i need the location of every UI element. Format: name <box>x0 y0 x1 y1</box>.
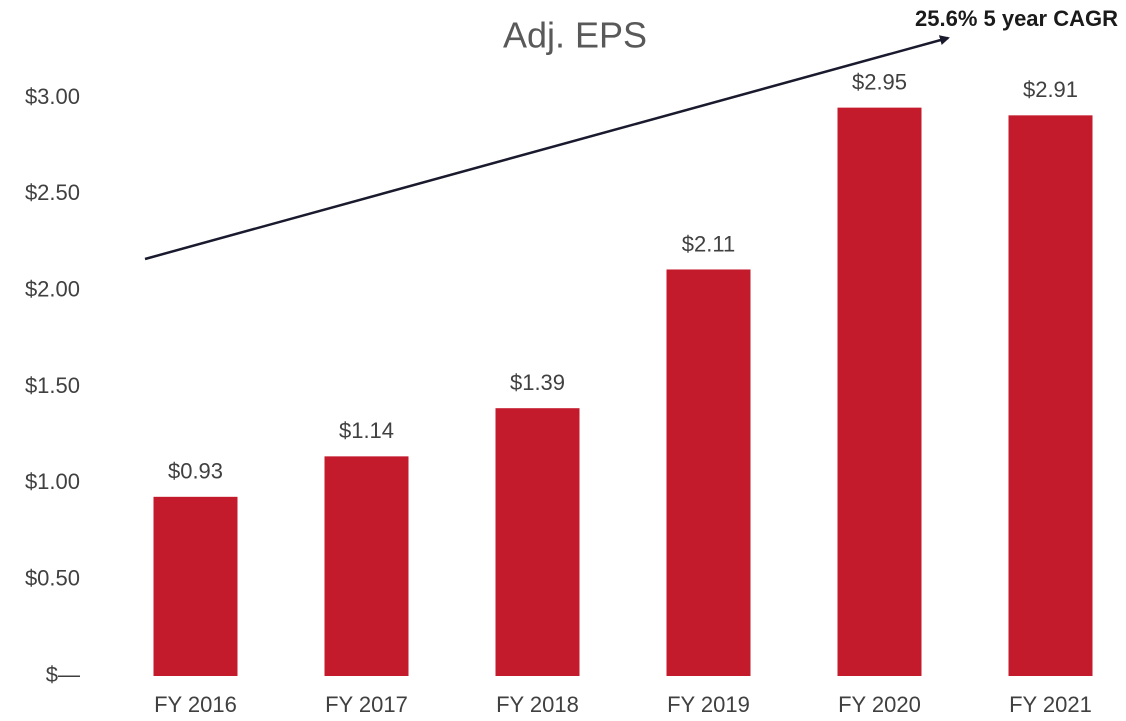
annotation: 25.6% 5 year CAGR <box>915 6 1118 31</box>
value-label: $1.14 <box>339 418 394 443</box>
value-label: $0.93 <box>168 459 223 484</box>
bar <box>666 269 751 676</box>
x-tick-label: FY 2016 <box>154 692 237 717</box>
y-tick-label: $— <box>46 662 80 687</box>
x-tick-label: FY 2017 <box>325 692 408 717</box>
x-tick-label: FY 2018 <box>496 692 579 717</box>
bar <box>1008 115 1093 677</box>
chart-title: Adj. EPS <box>503 15 647 56</box>
y-tick-label: $1.50 <box>25 373 80 398</box>
value-label: $1.39 <box>510 370 565 395</box>
y-tick-label: $2.50 <box>25 180 80 205</box>
x-tick-label: FY 2021 <box>1009 692 1092 717</box>
x-tick-label: FY 2019 <box>667 692 750 717</box>
y-tick-label: $2.00 <box>25 276 80 301</box>
bar <box>324 456 409 676</box>
bar <box>153 496 238 676</box>
cagr-arrow <box>144 35 950 261</box>
bar <box>837 107 922 677</box>
value-label: $2.95 <box>852 69 907 94</box>
value-label: $2.91 <box>1023 77 1078 102</box>
value-label: $2.11 <box>682 231 735 256</box>
y-tick-label: $3.00 <box>25 84 80 109</box>
x-tick-label: FY 2020 <box>838 692 921 717</box>
y-tick-label: $0.50 <box>25 565 80 590</box>
bar <box>495 408 580 676</box>
y-tick-label: $1.00 <box>25 469 80 494</box>
